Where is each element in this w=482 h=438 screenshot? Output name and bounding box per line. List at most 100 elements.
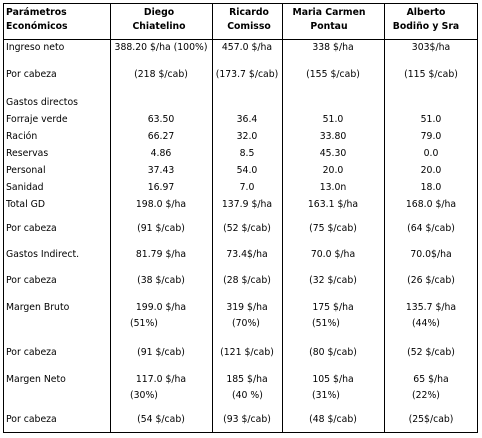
cell-value: (218 $/cab) [134, 69, 188, 80]
cell-value: 73.4$/ha [226, 249, 268, 260]
header-ricardo-line-2: Comisso [227, 21, 271, 32]
cell-value: 199.0 $/ha [135, 302, 187, 313]
cell-value: 51.0 [420, 114, 442, 125]
cell-value: 319 $/ha [226, 302, 268, 313]
cell-value: (80 $/cab) [309, 347, 357, 358]
cell-value: (25$/cab) [408, 414, 454, 425]
row-label: Gastos Indirect. [6, 249, 80, 260]
header-alberto-line-2: Bodiño y Sra [392, 21, 460, 32]
row-label: Margen Bruto [6, 302, 70, 313]
cell-value: 20.0 [322, 165, 344, 176]
cell-value: (64 $/cab) [407, 223, 455, 234]
cell-value: 33.80 [319, 131, 347, 142]
cell-value: 37.43 [147, 165, 175, 176]
cell-value: 117.0 $/ha [135, 374, 187, 385]
cell-value: (115 $/cab) [404, 69, 458, 80]
cell-percent: (31%) [312, 390, 340, 401]
row-label: Ración [6, 131, 38, 142]
cell-value: (173.7 $/cab) [215, 69, 279, 80]
header-alberto-line-1: Alberto [406, 7, 446, 18]
cell-value: 198.0 $/ha [135, 199, 187, 210]
row-label: Por cabeza [6, 223, 57, 234]
row-label: Ingreso neto [6, 42, 65, 53]
header-maria-line-2: Pontau [310, 21, 348, 32]
cell-percent: (30%) [130, 390, 158, 401]
cell-value: (52 $/cab) [223, 223, 271, 234]
cell-value: 338 $/ha [312, 42, 354, 53]
header-ricardo-line-1: Ricardo [229, 7, 269, 18]
cell-value: (52 $/cab) [407, 347, 455, 358]
row-label: Por cabeza [6, 69, 57, 80]
row-label: Por cabeza [6, 347, 57, 358]
row-label: Margen Neto [6, 374, 66, 385]
cell-value: (91 $/cab) [137, 223, 185, 234]
cell-value: (26 $/cab) [407, 275, 455, 286]
cell-value: (75 $/cab) [309, 223, 357, 234]
cell-value: 20.0 [420, 165, 442, 176]
cell-value: (28 $/cab) [223, 275, 271, 286]
row-label: Por cabeza [6, 275, 57, 286]
cell-value: (48 $/cab) [309, 414, 357, 425]
row-label: Total GD [6, 199, 46, 210]
cell-value: (155 $/cab) [306, 69, 360, 80]
row-label: Sanidad [6, 182, 44, 193]
column-divider [212, 4, 213, 432]
cell-value: 168.0 $/ha [405, 199, 457, 210]
cell-value: 388.20 $/ha (100%) [114, 42, 208, 53]
cell-value: (93 $/cab) [223, 414, 271, 425]
header-diego-line-2: Chiatelino [132, 21, 186, 32]
header-diego-line-1: Diego [143, 7, 175, 18]
cell-value: 81.79 $/ha [135, 249, 187, 260]
header-divider [4, 39, 477, 40]
cell-percent: (40 %) [232, 390, 263, 401]
cell-value: 135.7 $/ha [405, 302, 457, 313]
cell-value: 66.27 [147, 131, 175, 142]
cell-value: (38 $/cab) [137, 275, 185, 286]
economic-parameters-table: Parámetros Económicos Diego Chiatelino R… [3, 3, 478, 433]
column-divider [282, 4, 283, 432]
row-label: Por cabeza [6, 414, 57, 425]
cell-value: 18.0 [420, 182, 442, 193]
cell-value: (54 $/cab) [137, 414, 185, 425]
column-divider [110, 4, 111, 432]
cell-value: 51.0 [322, 114, 344, 125]
cell-value: 54.0 [236, 165, 258, 176]
cell-value: (32 $/cab) [309, 275, 357, 286]
cell-value: 185 $/ha [226, 374, 268, 385]
cell-value: 13.0n [319, 182, 347, 193]
cell-value: 36.4 [236, 114, 258, 125]
cell-value: 45.30 [319, 148, 347, 159]
column-divider [384, 4, 385, 432]
cell-percent: (44%) [412, 318, 440, 329]
cell-value: 70.0 $/ha [310, 249, 356, 260]
header-label-line-2: Económicos [6, 21, 68, 32]
cell-value: 137.9 $/ha [221, 199, 273, 210]
cell-value: 16.97 [147, 182, 175, 193]
row-label: Forraje verde [6, 114, 68, 125]
cell-value: 4.86 [150, 148, 172, 159]
cell-value: 65 $/ha [413, 374, 449, 385]
header-label-line-1: Parámetros [6, 7, 67, 18]
cell-percent: (51%) [130, 318, 158, 329]
cell-value: (91 $/cab) [137, 347, 185, 358]
cell-value: 175 $/ha [312, 302, 354, 313]
cell-value: 70.0$/ha [410, 249, 452, 260]
header-maria-line-1: Maria Carmen [292, 7, 366, 18]
cell-value: 63.50 [147, 114, 175, 125]
cell-value: 303$/ha [411, 42, 451, 53]
cell-value: 105 $/ha [312, 374, 354, 385]
cell-percent: (51%) [312, 318, 340, 329]
cell-value: 457.0 $/ha [221, 42, 273, 53]
cell-value: (121 $/cab) [220, 347, 274, 358]
cell-percent: (22%) [412, 390, 440, 401]
cell-value: 79.0 [420, 131, 442, 142]
cell-value: 163.1 $/ha [307, 199, 359, 210]
cell-value: 0.0 [423, 148, 439, 159]
row-label: Personal [6, 165, 46, 176]
row-label: Gastos directos [6, 97, 78, 108]
row-label: Reservas [6, 148, 49, 159]
cell-value: 7.0 [239, 182, 255, 193]
cell-value: 32.0 [236, 131, 258, 142]
cell-value: 8.5 [239, 148, 255, 159]
cell-percent: (70%) [232, 318, 260, 329]
